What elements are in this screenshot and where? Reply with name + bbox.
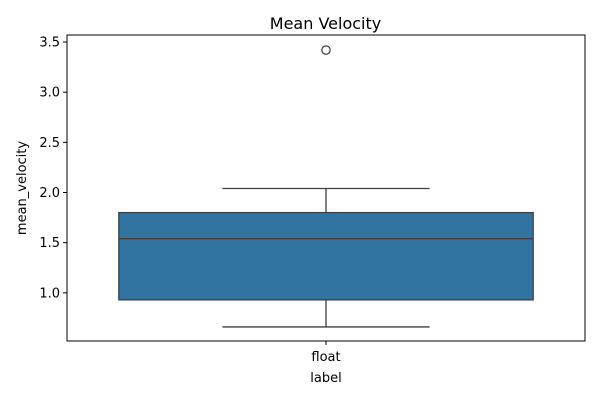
y-tick-label: 1.5 (39, 236, 60, 251)
chart-title: Mean Velocity (270, 14, 381, 33)
plot-area (118, 45, 534, 328)
x-tick-label: float (311, 350, 340, 365)
y-tick-label: 3.0 (39, 86, 60, 101)
y-tick-label: 1.0 (39, 286, 60, 301)
x-axis-ticks: float (311, 341, 341, 365)
iqr-box (118, 211, 534, 301)
outlier-point (321, 45, 331, 55)
x-axis-label: label (310, 371, 341, 386)
y-tick-label: 2.0 (39, 186, 60, 201)
y-axis-label: mean_velocity (15, 141, 30, 235)
y-tick-label: 2.5 (39, 136, 60, 151)
y-tick-label: 3.5 (39, 36, 60, 51)
y-axis-ticks: 1.0 1.5 2.0 2.5 3.0 3.5 (39, 36, 67, 301)
